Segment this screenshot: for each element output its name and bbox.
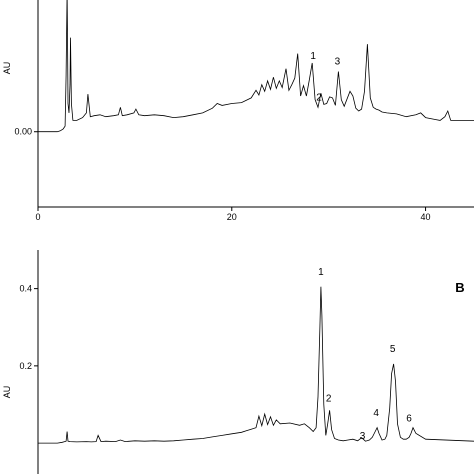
panel-b-peak-label: 3 xyxy=(360,431,366,442)
panel-a-x-tick-label: 0 xyxy=(35,212,40,222)
panel-b-y-axis-label: AU xyxy=(2,386,12,399)
panel-b-y-tick-label: 0.2 xyxy=(19,361,32,371)
chromatogram-panel-b: AU 0.2 0.4 1 2 3 4 5 6 B xyxy=(2,250,474,474)
panel-a-y-tick-label: 0.00 xyxy=(14,127,32,137)
panel-b-peak-label: 1 xyxy=(318,267,324,278)
panel-a-peak-labels: 1 2 3 xyxy=(310,51,340,103)
panel-a-trace xyxy=(38,0,474,133)
panel-b-peak-labels: 1 2 3 4 5 6 xyxy=(318,267,412,442)
panel-a-peak-label: 3 xyxy=(335,57,341,68)
panel-a-peak-label: 1 xyxy=(310,51,316,62)
panel-b-label: B xyxy=(455,280,464,295)
panel-b-peak-label: 6 xyxy=(406,414,412,425)
panel-b-y-tick-label: 0.4 xyxy=(19,284,32,294)
panel-a-peak-label: 2 xyxy=(316,92,322,103)
panel-a-x-tick-label: 20 xyxy=(227,212,237,222)
panel-a-x-tick-label: 40 xyxy=(421,212,431,222)
panel-b-ticks: 0.2 0.4 xyxy=(19,284,38,371)
panel-b-trace xyxy=(38,286,474,444)
panel-b-peak-label: 4 xyxy=(373,408,379,419)
chromatogram-panel-a: AU 0 20 40 0.00 1 2 3 xyxy=(2,0,474,222)
panel-b-peak-label: 5 xyxy=(390,344,396,355)
panel-a-y-axis-label: AU xyxy=(2,62,12,75)
panel-a-ticks: 0 20 40 0.00 xyxy=(14,127,430,222)
panel-b-peak-label: 2 xyxy=(326,394,332,405)
